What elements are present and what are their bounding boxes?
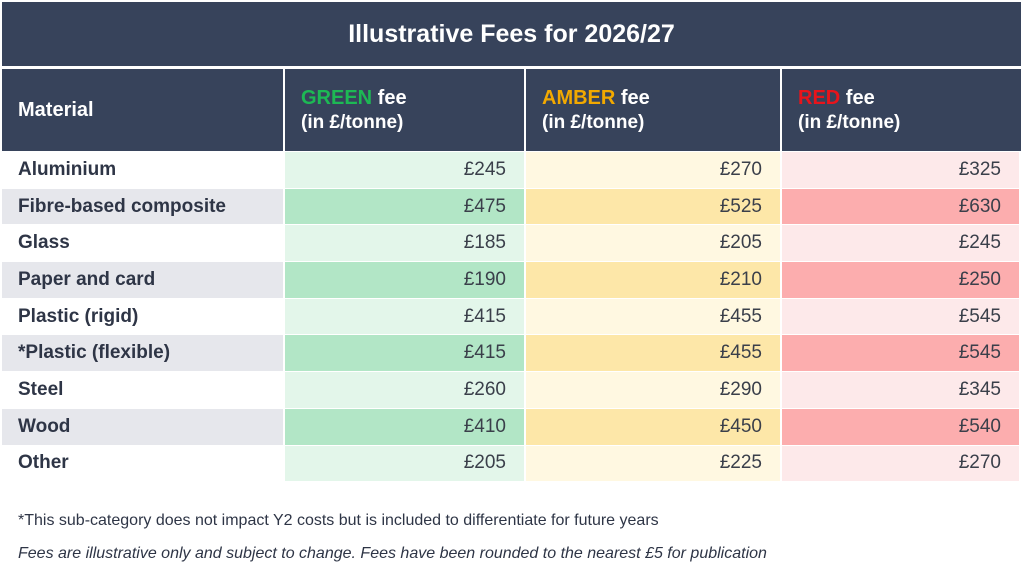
header-amber-word: AMBER [542,86,616,109]
green-fee-cell: £415 [285,298,526,336]
green-fee-cell: £410 [285,408,526,446]
table-row: Other £205 £225 £270 [2,445,1021,483]
header-amber-fee: AMBER fee (in £/tonne) [526,69,782,151]
header-red-unit: (in £/tonne) [798,111,901,133]
green-fee-cell: £260 [285,372,526,409]
amber-fee-cell: £225 [526,445,782,483]
red-fee-cell: £250 [782,262,1021,299]
table-row: Plastic (rigid) £415 £455 £545 [2,298,1021,336]
amber-fee-cell: £270 [526,152,782,189]
amber-fee-cell: £525 [526,188,782,226]
header-red-word: RED [798,86,841,109]
header-green-word: GREEN [301,86,373,109]
table-row: Paper and card £190 £210 £250 [2,262,1021,299]
table-body: Aluminium £245 £270 £325 Fibre-based com… [2,152,1021,483]
header-red-title: RED fee [798,87,1021,110]
header-green-fee-word: fee [372,86,407,109]
table-row: *Plastic (flexible) £415 £455 £545 [2,335,1021,373]
red-fee-cell: £245 [782,225,1021,263]
amber-fee-cell: £455 [526,298,782,336]
amber-fee-cell: £210 [526,262,782,299]
green-fee-cell: £245 [285,152,526,189]
header-green-unit: (in £/tonne) [301,111,404,133]
header-green-title: GREEN fee [301,87,524,110]
table-row: Fibre-based composite £475 £525 £630 [2,188,1021,226]
material-cell: Steel [2,372,285,409]
red-fee-cell: £545 [782,335,1021,373]
material-cell: Glass [2,225,285,263]
material-cell: Aluminium [2,152,285,189]
material-cell: Fibre-based composite [2,188,285,226]
green-fee-cell: £190 [285,262,526,299]
table-title: Illustrative Fees for 2026/27 [2,2,1021,66]
header-red-fee: RED fee (in £/tonne) [782,69,1021,151]
footnote: *This sub-category does not impact Y2 co… [18,512,659,529]
header-green-fee: GREEN fee (in £/tonne) [285,69,526,151]
header-material: Material [2,69,285,151]
red-fee-cell: £325 [782,152,1021,189]
table-header: Material GREEN fee (in £/tonne) AMBER fe… [2,69,1021,151]
material-cell: Paper and card [2,262,285,299]
red-fee-cell: £345 [782,372,1021,409]
table-row: Glass £185 £205 £245 [2,225,1021,263]
fees-table: Illustrative Fees for 2026/27 Material G… [2,2,1021,483]
header-material-label: Material [18,98,94,121]
amber-fee-cell: £205 [526,225,782,263]
green-fee-cell: £415 [285,335,526,373]
green-fee-cell: £205 [285,445,526,483]
material-cell: *Plastic (flexible) [2,335,285,373]
table-row: Steel £260 £290 £345 [2,372,1021,409]
red-fee-cell: £630 [782,188,1021,226]
amber-fee-cell: £455 [526,335,782,373]
material-cell: Other [2,445,285,483]
material-cell: Plastic (rigid) [2,298,285,336]
red-fee-cell: £270 [782,445,1021,483]
amber-fee-cell: £290 [526,372,782,409]
red-fee-cell: £540 [782,408,1021,446]
header-amber-fee-word: fee [615,86,650,109]
table-row: Wood £410 £450 £540 [2,408,1021,446]
material-cell: Wood [2,408,285,446]
header-amber-unit: (in £/tonne) [542,111,645,133]
red-fee-cell: £545 [782,298,1021,336]
disclaimer: Fees are illustrative only and subject t… [18,545,767,562]
table-row: Aluminium £245 £270 £325 [2,152,1021,189]
green-fee-cell: £185 [285,225,526,263]
header-amber-title: AMBER fee [542,87,780,110]
header-red-fee-word: fee [840,86,875,109]
green-fee-cell: £475 [285,188,526,226]
amber-fee-cell: £450 [526,408,782,446]
